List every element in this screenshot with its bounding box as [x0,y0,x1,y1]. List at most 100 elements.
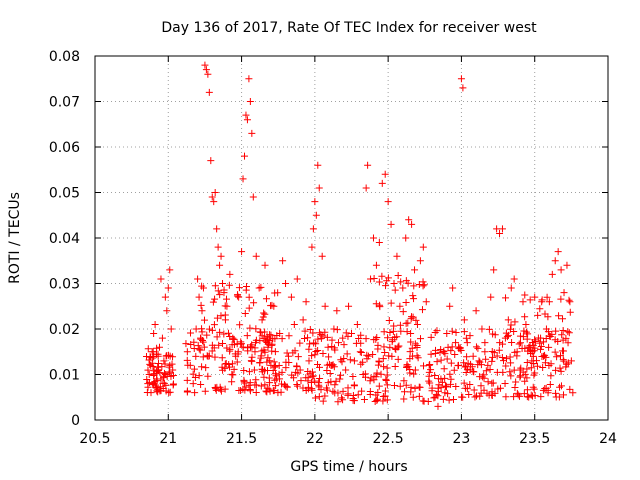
data-point [445,396,453,404]
x-tick-label: 20.5 [79,431,110,447]
data-point [469,367,477,375]
data-point [383,371,391,379]
data-point [425,361,433,369]
data-point [264,343,272,351]
data-point [362,184,370,192]
data-point [183,348,191,356]
data-point [226,333,234,341]
data-point [484,378,492,386]
data-point [314,360,322,368]
data-point [474,361,482,369]
data-point [190,365,198,373]
data-point [251,381,259,389]
data-point [258,316,266,324]
data-point [428,384,436,392]
data-point [192,325,200,333]
data-point [203,331,211,339]
y-tick-label: 0.05 [49,186,80,202]
data-point [369,350,377,358]
data-point [462,334,470,342]
data-point [454,361,462,369]
data-point [463,385,471,393]
data-point [337,371,345,379]
data-point [367,275,375,283]
data-point [317,331,325,339]
data-point [258,332,266,340]
data-point [557,352,565,360]
data-point [304,334,312,342]
data-point [305,357,313,365]
data-point [374,345,382,353]
data-point [158,334,166,342]
data-point [318,252,326,260]
chart-title: Day 136 of 2017, Rate Of TEC Index for r… [161,20,537,36]
data-point [201,61,209,69]
data-point [501,380,509,388]
data-point [407,338,415,346]
data-point [268,301,276,309]
data-point [154,366,162,374]
data-point [537,343,545,351]
data-point [469,352,477,360]
data-point [323,367,331,375]
data-point [374,361,382,369]
data-point [216,328,224,336]
data-point [240,367,248,375]
data-point [239,175,247,183]
data-point [214,287,222,295]
grid-lines [95,56,608,420]
data-point [166,361,174,369]
data-point [472,343,480,351]
data-point [344,384,352,392]
data-point [194,342,202,350]
data-point [187,340,195,348]
data-point [153,387,161,395]
data-point [491,389,499,397]
data-point [319,350,327,358]
data-point [207,157,215,165]
data-point [437,384,445,392]
x-tick-label: 22.5 [373,431,404,447]
data-point [258,365,266,373]
data-point [267,331,275,339]
data-point [213,383,221,391]
data-point [567,357,575,365]
data-point [308,386,316,394]
data-point [327,378,335,386]
data-point [199,284,207,292]
data-point [204,70,212,78]
data-point [357,339,365,347]
data-point [369,234,377,242]
data-point [450,395,458,403]
y-tick-labels: 0 0.01 0.02 0.03 0.04 0.05 0.06 0.07 0.08 [49,49,80,429]
data-point [546,380,554,388]
data-point [232,352,240,360]
data-point [477,389,485,397]
data-point [415,392,423,400]
data-point [240,378,248,386]
data-point [503,355,511,363]
data-point [427,350,435,358]
data-point [344,390,352,398]
data-point [202,364,210,372]
data-point [551,348,559,356]
x-axis-label: GPS time / hours [290,459,407,475]
data-point [212,385,220,393]
data-point [344,332,352,340]
data-point [334,398,342,406]
data-point [521,291,529,299]
data-point [302,298,310,306]
data-point [531,337,539,345]
data-point [327,361,335,369]
data-point [321,302,329,310]
data-point [438,378,446,386]
data-point [208,193,216,201]
data-point [487,293,495,301]
data-point [309,225,317,233]
data-point [308,368,316,376]
data-point [245,304,253,312]
data-point [197,334,205,342]
data-point [162,352,170,360]
data-point [345,302,353,310]
data-point [530,385,538,393]
